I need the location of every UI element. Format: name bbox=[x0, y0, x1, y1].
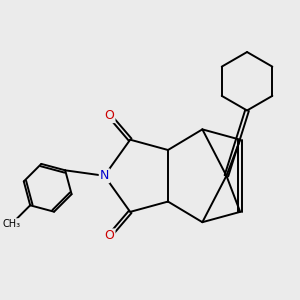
Text: CH₃: CH₃ bbox=[2, 219, 20, 229]
Text: O: O bbox=[105, 230, 115, 242]
Text: O: O bbox=[105, 109, 115, 122]
Text: N: N bbox=[100, 169, 109, 182]
